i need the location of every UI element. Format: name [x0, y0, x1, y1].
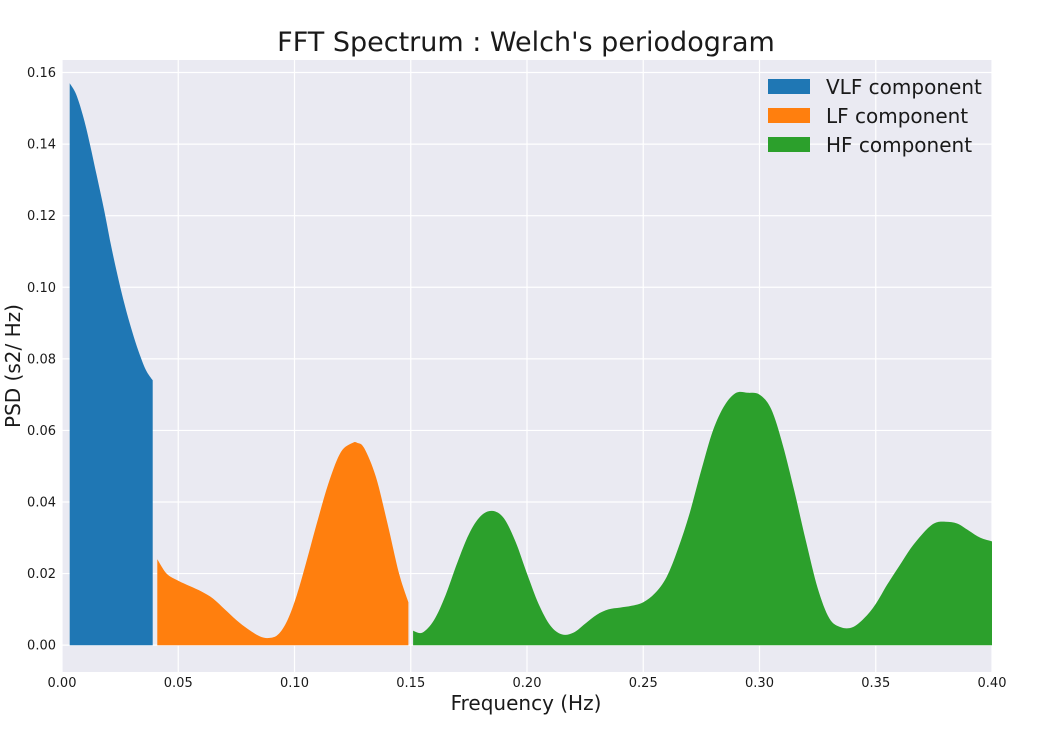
- x-tick-label: 0.40: [978, 676, 1007, 691]
- x-axis-ticks: 0.00 0.05 0.10 0.15 0.20 0.25 0.30 0.35 0.40: [48, 676, 1007, 691]
- y-tick-label: 0.08: [27, 352, 56, 367]
- lf-legend-swatch: [768, 108, 810, 123]
- y-tick-label: 0.14: [27, 138, 56, 153]
- x-tick-label: 0.20: [513, 676, 542, 691]
- y-tick-label: 0.12: [27, 209, 56, 224]
- y-tick-label: 0.00: [27, 639, 56, 654]
- x-tick-label: 0.30: [745, 676, 774, 691]
- x-tick-label: 0.25: [629, 676, 658, 691]
- vlf-legend-swatch: [768, 79, 810, 94]
- vlf-area: [69, 83, 153, 646]
- x-tick-label: 0.05: [164, 676, 193, 691]
- lf-legend-label: LF component: [826, 104, 968, 128]
- y-tick-label: 0.02: [27, 567, 56, 582]
- chart-title: FFT Spectrum : Welch's periodogram: [277, 27, 775, 58]
- x-tick-label: 0.10: [280, 676, 309, 691]
- y-tick-label: 0.04: [27, 496, 56, 511]
- y-tick-label: 0.06: [27, 424, 56, 439]
- vlf-legend-label: VLF component: [826, 75, 982, 99]
- x-tick-label: 0.15: [396, 676, 425, 691]
- x-tick-label: 0.35: [861, 676, 890, 691]
- hf-legend-label: HF component: [826, 133, 972, 157]
- legend: VLF component LF component HF component: [768, 75, 982, 157]
- hf-area: [413, 391, 993, 646]
- y-axis-ticks: 0.00 0.02 0.04 0.06 0.08 0.10 0.12 0.14 0.16: [27, 66, 56, 654]
- hf-legend-swatch: [768, 137, 810, 152]
- y-tick-label: 0.16: [27, 66, 56, 81]
- y-axis-label: PSD (s2/ Hz): [1, 304, 25, 428]
- x-axis-label: Frequency (Hz): [451, 691, 602, 715]
- lf-area: [157, 442, 409, 646]
- x-tick-label: 0.00: [48, 676, 77, 691]
- spectrum-areas: [69, 83, 993, 646]
- y-tick-label: 0.10: [27, 281, 56, 296]
